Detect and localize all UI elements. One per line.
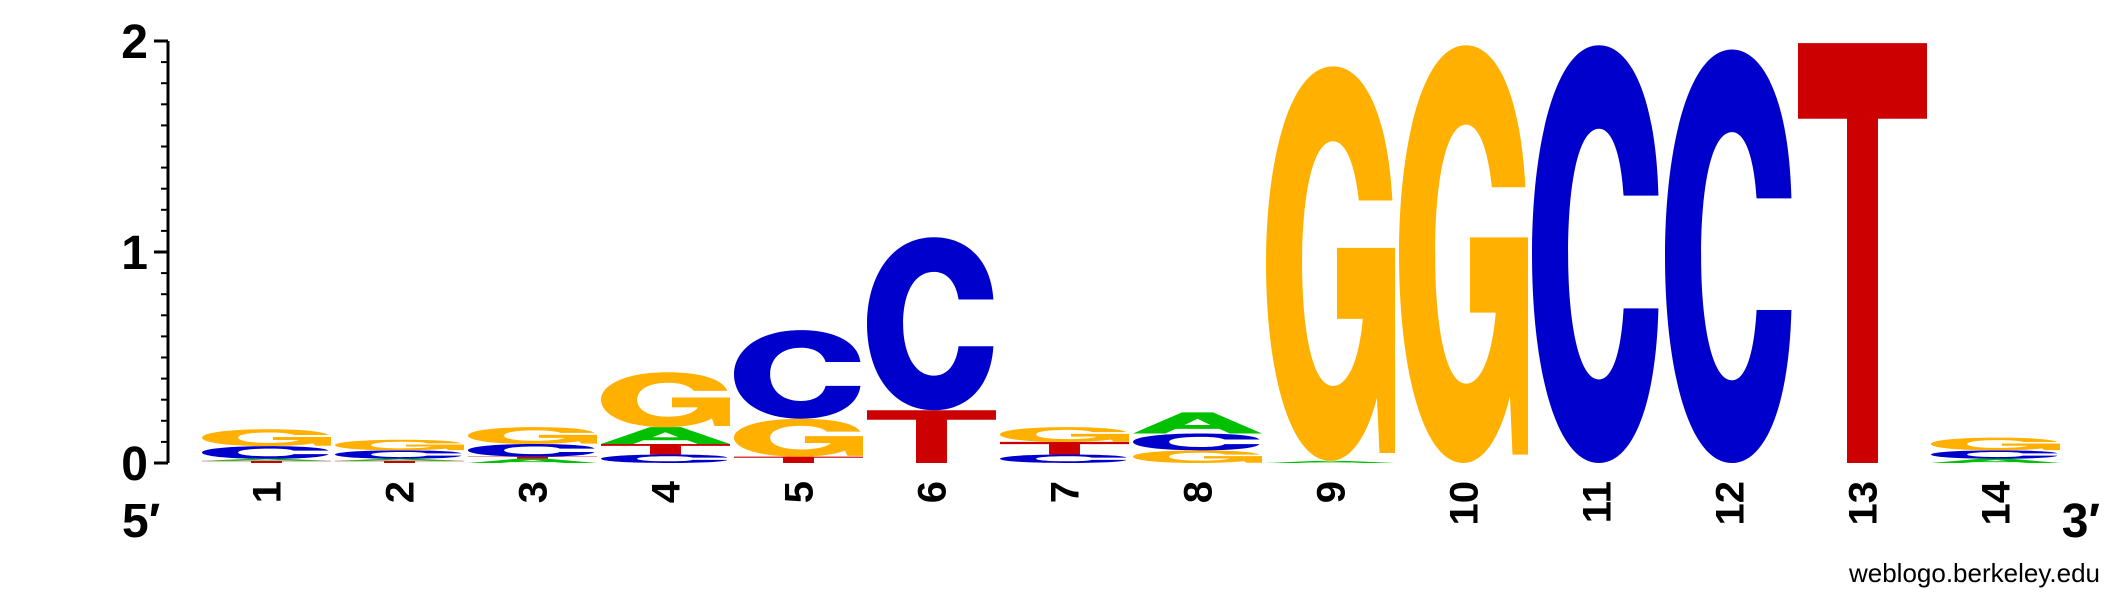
x-tick-label-5: 5 bbox=[778, 481, 822, 503]
logo-column-3 bbox=[468, 427, 597, 463]
logo-column-4 bbox=[601, 372, 730, 463]
three-prime-label: 3′ bbox=[2062, 495, 2100, 548]
x-tick-label-2: 2 bbox=[379, 481, 423, 503]
letter-T-pos-6 bbox=[867, 410, 996, 463]
letter-G-pos-7 bbox=[1000, 427, 1129, 442]
letter-G-pos-9 bbox=[1266, 66, 1395, 461]
letter-C-pos-11 bbox=[1532, 45, 1659, 464]
letter-T-pos-4 bbox=[601, 444, 730, 455]
letters-layer bbox=[202, 43, 2060, 464]
letter-G-pos-8 bbox=[1133, 450, 1262, 463]
letter-T-pos-7 bbox=[1000, 441, 1129, 455]
logo-column-9 bbox=[1266, 66, 1395, 463]
weblogo-credit: weblogo.berkeley.edu bbox=[1848, 558, 2100, 588]
letter-G-pos-1 bbox=[202, 429, 331, 447]
x-tick-label-14: 14 bbox=[1975, 480, 2019, 525]
x-tick-label-10: 10 bbox=[1443, 481, 1487, 526]
letter-T-pos-1 bbox=[202, 460, 331, 463]
letter-G-pos-10 bbox=[1399, 45, 1528, 464]
letter-C-pos-5 bbox=[734, 330, 861, 419]
letter-C-pos-6 bbox=[867, 237, 994, 411]
five-prime-label: 5′ bbox=[122, 495, 160, 548]
letter-A-pos-1 bbox=[202, 458, 331, 461]
letter-A-pos-9 bbox=[1266, 460, 1395, 463]
letter-T-pos-3 bbox=[468, 456, 597, 459]
logo-column-13 bbox=[1798, 43, 1927, 464]
x-tick-label-8: 8 bbox=[1177, 481, 1221, 503]
x-tick-label-11: 11 bbox=[1576, 481, 1620, 523]
letter-G-pos-3 bbox=[468, 427, 597, 445]
letter-G-pos-14 bbox=[1931, 437, 2060, 451]
letter-T-pos-5 bbox=[734, 456, 863, 463]
x-tick-label-3: 3 bbox=[512, 481, 556, 503]
letter-C-pos-7 bbox=[1000, 454, 1127, 463]
letter-C-pos-1 bbox=[202, 446, 329, 459]
logo-column-12 bbox=[1665, 49, 1792, 463]
logo-column-11 bbox=[1532, 45, 1659, 464]
x-tick-label-12: 12 bbox=[1709, 481, 1753, 526]
letter-A-pos-4 bbox=[601, 427, 730, 445]
logo-column-5 bbox=[734, 330, 863, 463]
letter-G-pos-5 bbox=[734, 418, 863, 457]
letter-C-pos-14 bbox=[1931, 450, 2058, 459]
letter-C-pos-4 bbox=[601, 454, 728, 463]
letter-C-pos-8 bbox=[1133, 433, 1260, 451]
x-tick-label-4: 4 bbox=[645, 480, 689, 503]
letter-A-pos-8 bbox=[1133, 412, 1262, 434]
labels-layer: 5′ 3′ weblogo.berkeley.edu 1 2 3 4 5 6 7 8 9 10 11… bbox=[122, 480, 2100, 588]
letter-G-pos-4 bbox=[601, 372, 730, 428]
letter-C-pos-12 bbox=[1665, 49, 1792, 463]
y-tick-label-1: 1 bbox=[121, 227, 148, 280]
x-tick-label-9: 9 bbox=[1310, 481, 1354, 503]
letter-A-pos-2 bbox=[335, 458, 464, 461]
logo-column-8 bbox=[1133, 412, 1262, 463]
letter-A-pos-14 bbox=[1931, 458, 2060, 463]
letter-C-pos-3 bbox=[468, 444, 595, 457]
letter-C-pos-2 bbox=[335, 450, 462, 459]
x-tick-label-6: 6 bbox=[911, 481, 955, 503]
x-tick-label-13: 13 bbox=[1842, 481, 1886, 526]
logo-column-6 bbox=[867, 237, 996, 463]
letter-G-pos-2 bbox=[335, 439, 464, 451]
logo-column-14 bbox=[1931, 437, 2060, 463]
letter-A-pos-3 bbox=[468, 458, 597, 463]
letter-T-pos-2 bbox=[335, 460, 464, 463]
logo-column-1 bbox=[202, 429, 331, 463]
x-tick-label-1: 1 bbox=[246, 481, 290, 503]
logo-column-7 bbox=[1000, 427, 1129, 463]
logo-column-10 bbox=[1399, 45, 1528, 464]
axis-layer: 0 1 2 bbox=[121, 16, 170, 491]
y-tick-label-2: 2 bbox=[121, 16, 148, 69]
y-tick-label-0: 0 bbox=[121, 438, 148, 491]
logo-column-2 bbox=[335, 439, 464, 463]
letter-T-pos-13 bbox=[1798, 43, 1927, 464]
x-tick-label-7: 7 bbox=[1044, 481, 1088, 503]
